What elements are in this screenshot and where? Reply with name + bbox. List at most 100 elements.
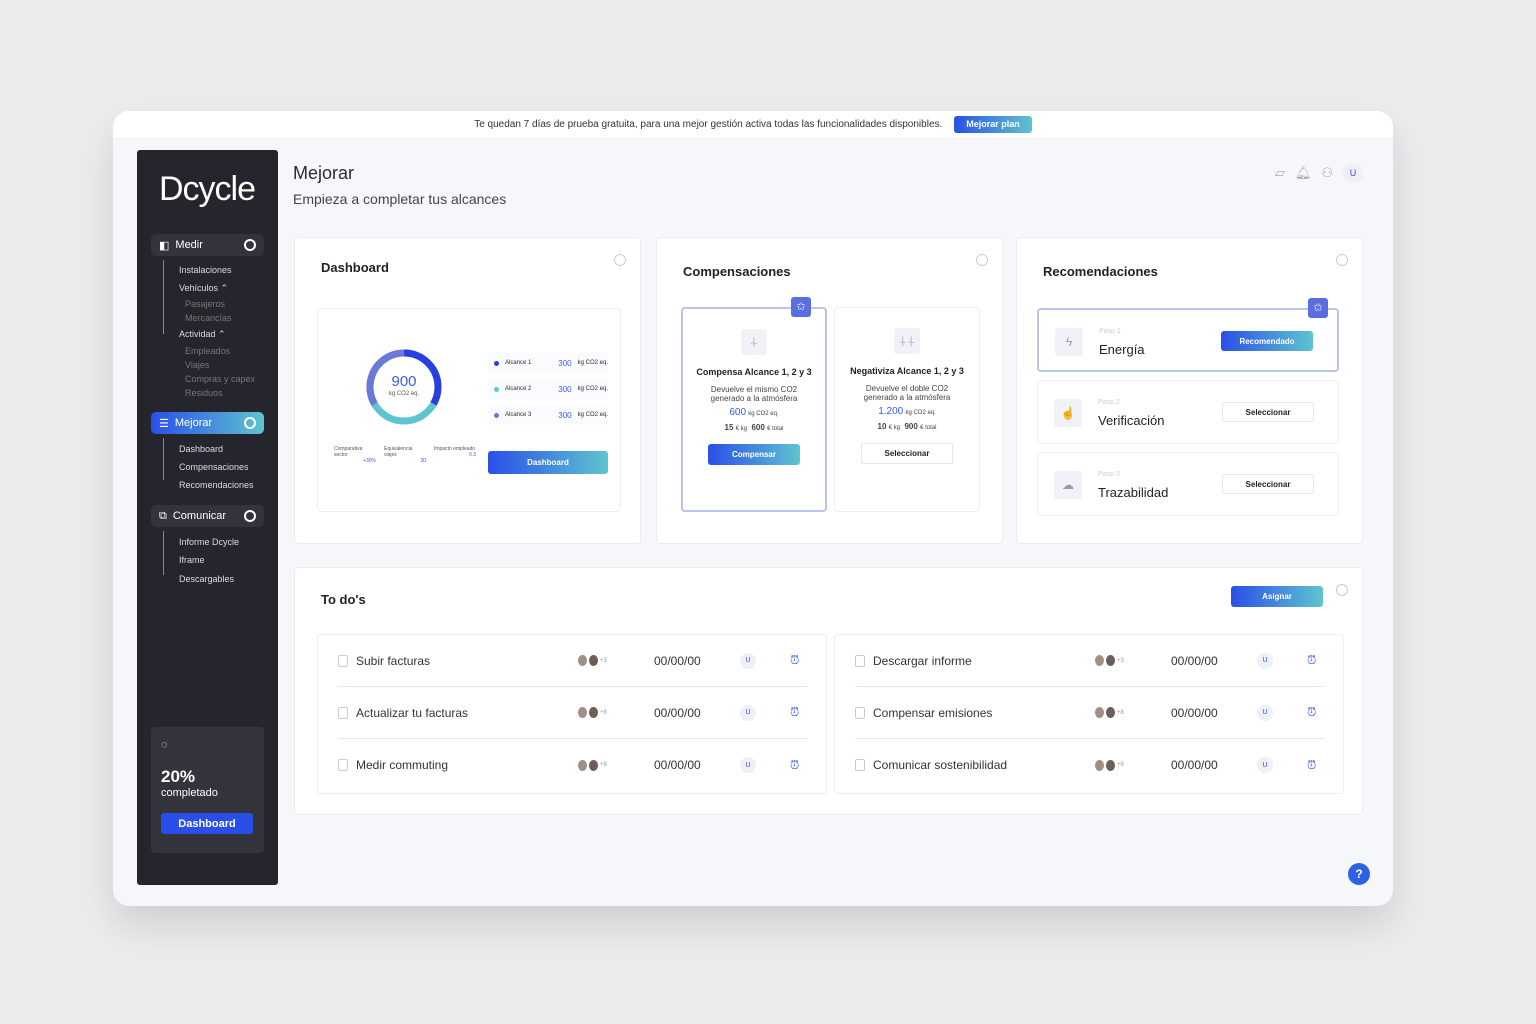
sidebar-item-residuos[interactable]: Residuos [185,388,223,398]
progress-ring-icon [244,417,256,429]
avatar [1095,707,1104,718]
todo-row[interactable]: Compensar emisiones +8 00/00/00 U ⏰︎ [855,687,1325,739]
todo-date: 00/00/00 [1171,705,1218,720]
todo-row[interactable]: Medir commuting +8 00/00/00 U ⏰︎ [338,739,808,791]
clipboard-icon[interactable] [338,654,348,667]
todo-task: Descargar informe [873,653,972,668]
progress-card: ◌ 20% completado Dashboard [151,727,264,853]
progress-dashboard-button[interactable]: Dashboard [161,813,253,834]
seleccionar-button[interactable]: Seleccionar [1222,402,1314,422]
assignees: +3 [1095,655,1171,666]
assignees: +3 [578,655,654,666]
todo-task: Subir facturas [356,653,431,668]
avatar[interactable]: U [1257,757,1273,773]
card-title: To do's [321,592,366,607]
option-negativiza[interactable]: ⍭⍭ Negativiza Alcance 1, 2 y 3 Devuelve … [834,307,980,512]
chat-icon[interactable]: ▱ [1274,165,1285,180]
avatar[interactable]: U [1257,652,1273,669]
alarm-clock-icon[interactable]: ⏰︎ [1307,653,1317,667]
trial-text: Te quedan 7 días de prueba gratuita, par… [474,118,943,130]
dot-icon [494,386,499,392]
todo-task: Actualizar tu facturas [356,705,469,720]
sidebar-item-empleados[interactable]: Empleados [185,346,231,356]
help-button[interactable]: ? [1348,863,1370,885]
legend-scope-3: Alcance 3 300 kg CO2 eq. [488,405,608,425]
alarm-clock-icon[interactable]: ⏰︎ [790,757,800,772]
dot-icon [494,412,499,418]
measure-icon: ◧ [159,239,170,252]
clipboard-icon[interactable] [338,759,348,771]
info-icon[interactable] [976,254,988,266]
alarm-clock-icon[interactable]: ⏰︎ [1307,757,1317,772]
sidebar-item-actividad[interactable]: Actividad ⌃ [179,329,226,339]
todo-list-left: Subir facturas +3 00/00/00 U ⏰︎ Actualizar tu… [317,634,827,794]
info-icon[interactable] [1336,584,1348,596]
avatar [1095,759,1104,771]
info-icon[interactable] [1336,254,1348,266]
sliders-icon: ☰ [159,417,169,430]
dashboard-card: Dashboard 900 kg CO2 eq. Alcance 1 300 kg … [294,237,641,544]
avatar[interactable]: U [740,757,756,773]
sidebar-item-mercancias[interactable]: Mercancías [185,313,232,323]
compensar-button[interactable]: Compensar [708,444,800,465]
recomendado-button[interactable]: Recomendado [1221,331,1313,351]
sidebar-item-vehiculos[interactable]: Vehículos ⌃ [179,283,229,293]
avatar [589,759,598,771]
todo-row[interactable]: Comunicar sostenibilidad +8 00/00/00 U ⏰︎ [855,739,1325,791]
todo-row[interactable]: Subir facturas +3 00/00/00 U ⏰︎ [338,635,808,687]
step-trazabilidad: ☁ Paso 3 Trazabilidad Seleccionar [1037,452,1339,516]
clipboard-icon[interactable] [855,759,865,771]
avatar[interactable]: U [1257,704,1273,721]
sidebar-item-descargables[interactable]: Descargables [179,574,235,584]
compensaciones-card: Compensaciones ⍭ Compensa Alcance 1, 2 y… [656,237,1003,544]
info-icon[interactable] [614,254,626,266]
sidebar-item-pasajeros[interactable]: Pasajeros [185,299,226,309]
alarm-clock-icon[interactable]: ⏰︎ [1307,705,1317,719]
sidebar-item-compensaciones[interactable]: Compensaciones [179,462,249,472]
clipboard-icon[interactable] [855,654,865,667]
todo-row[interactable]: Descargar informe +3 00/00/00 U ⏰︎ [855,635,1325,687]
star-badge-icon: ✩ [791,297,811,317]
add-user-icon[interactable]: ⚇ [1321,165,1333,180]
sidebar-item-dashboard[interactable]: Dashboard [179,444,224,454]
todo-row[interactable]: Actualizar tu facturas +8 00/00/00 U ⏰︎ [338,687,808,739]
page-title: Mejorar [293,163,355,183]
sidebar-item-iframe[interactable]: Iframe [179,555,205,565]
alarm-clock-icon[interactable]: ⏰︎ [790,705,800,719]
donut-unit: kg CO2 eq. [388,391,420,397]
option-compensa[interactable]: ⍭ Compensa Alcance 1, 2 y 3 Devuelve el … [681,307,827,512]
sidebar-item-recomendaciones[interactable]: Recomendaciones [179,480,254,490]
sidebar-item-compras[interactable]: Compras y capex [185,374,256,384]
seleccionar-button[interactable]: Seleccionar [1222,474,1314,494]
avatar [1106,707,1115,718]
alarm-clock-icon[interactable]: ⏰︎ [790,653,800,667]
sidebar-section-medir[interactable]: ◧ Medir [151,234,264,256]
avatar [589,655,598,666]
clipboard-icon[interactable] [855,706,865,719]
assignees: +8 [1095,759,1171,771]
sidebar-item-viajes[interactable]: Viajes [185,360,210,370]
avatar[interactable]: U [740,704,756,721]
bell-icon[interactable]: 🔔︎ [1294,165,1312,180]
avatar [1106,759,1115,771]
progress-percent: 20% [161,767,196,786]
todos-card: To do's Asignar Subir facturas +3 00/00/00… [294,567,1363,815]
todo-date: 00/00/00 [654,705,701,720]
progress-label: completado [161,787,218,799]
todo-date: 00/00/00 [1171,758,1218,772]
sidebar-section-comunicar[interactable]: ⧉ Comunicar [151,505,264,527]
upgrade-plan-button[interactable]: Mejorar plan [954,115,1032,133]
dashboard-button[interactable]: Dashboard [488,451,608,474]
avatar [1106,655,1115,666]
sidebar-item-informe[interactable]: Informe Dcycle [179,537,240,547]
sidebar-item-instalaciones[interactable]: Instalaciones [179,265,232,275]
sidebar-section-mejorar[interactable]: ☰ Mejorar [151,412,264,434]
todo-task: Medir commuting [356,758,449,772]
metric-comparativa: Comparativa sector +30% [334,446,376,464]
avatar[interactable]: U [1343,163,1363,183]
seleccionar-button[interactable]: Seleccionar [861,443,953,464]
assign-button[interactable]: Asignar [1231,586,1323,607]
avatar[interactable]: U [740,652,756,669]
card-title: Compensaciones [683,264,791,279]
clipboard-icon[interactable] [338,706,348,719]
